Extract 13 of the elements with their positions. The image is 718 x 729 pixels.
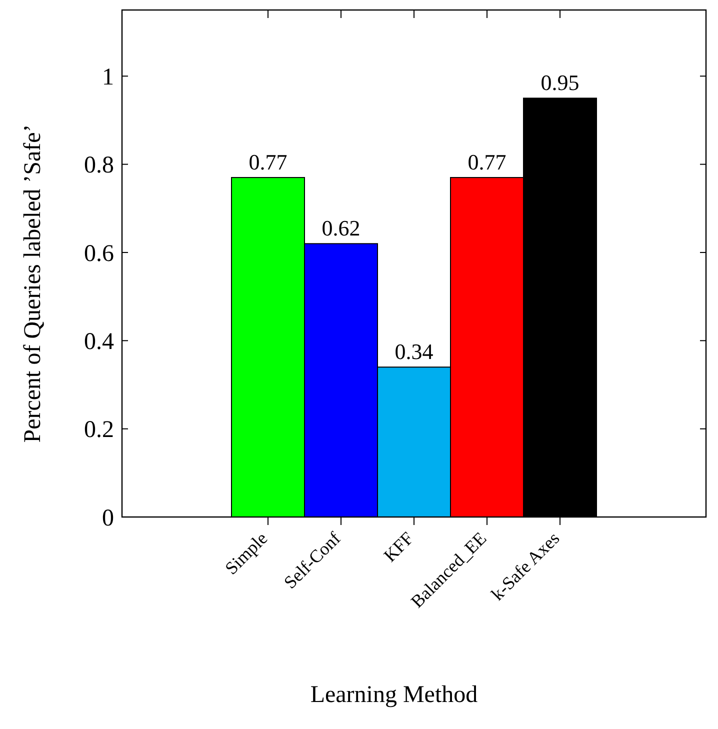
- data-label: 0.95: [540, 70, 580, 96]
- data-label: 0.77: [248, 150, 288, 175]
- y-axis-title: Percent of Queries labeled ’Safe’: [20, 124, 46, 443]
- y-tick-label: 1: [102, 64, 114, 91]
- y-tick-label: 0.6: [84, 240, 114, 267]
- data-label: 0.62: [322, 216, 360, 241]
- data-label: 0.77: [468, 150, 506, 175]
- x-axis-title: Learning Method: [310, 682, 478, 708]
- y-tick-label: 0: [102, 505, 114, 532]
- y-tick-label: 0.8: [84, 152, 114, 179]
- y-tick-label: 0.4: [84, 329, 114, 356]
- data-label: 0.34: [394, 339, 434, 364]
- y-tick-label: 0.2: [84, 417, 114, 444]
